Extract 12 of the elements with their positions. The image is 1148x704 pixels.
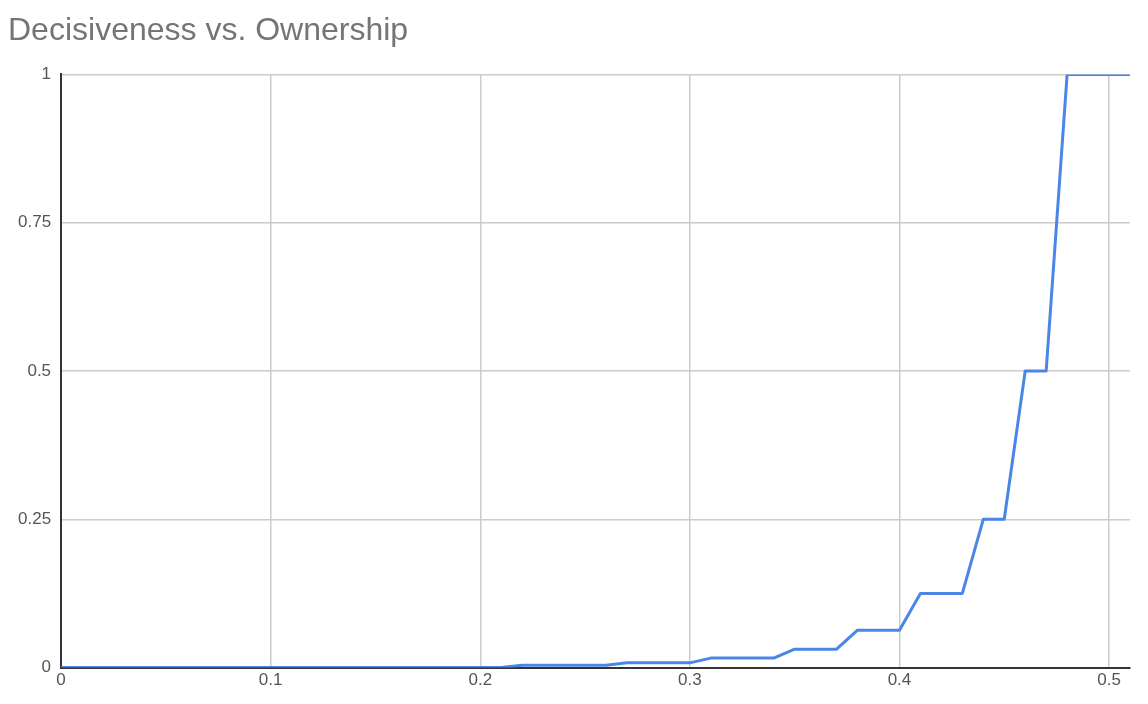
y-tick-label: 0.75 [17,212,52,232]
y-tick-label: 0 [41,657,52,677]
chart-title: Decisiveness vs. Ownership [8,11,409,48]
x-tick-label: 0.3 [678,670,702,690]
x-tick-label: 0 [56,670,66,690]
x-tick-label: 0.2 [468,670,493,690]
y-tick-label: 1 [41,64,52,84]
x-tick-label: 0.1 [258,670,283,690]
y-tick-label: 0.25 [17,508,52,528]
x-tick-label: 0.4 [887,670,912,690]
x-tick-label: 0.5 [1097,670,1121,690]
y-tick-label: 0.5 [27,360,52,380]
